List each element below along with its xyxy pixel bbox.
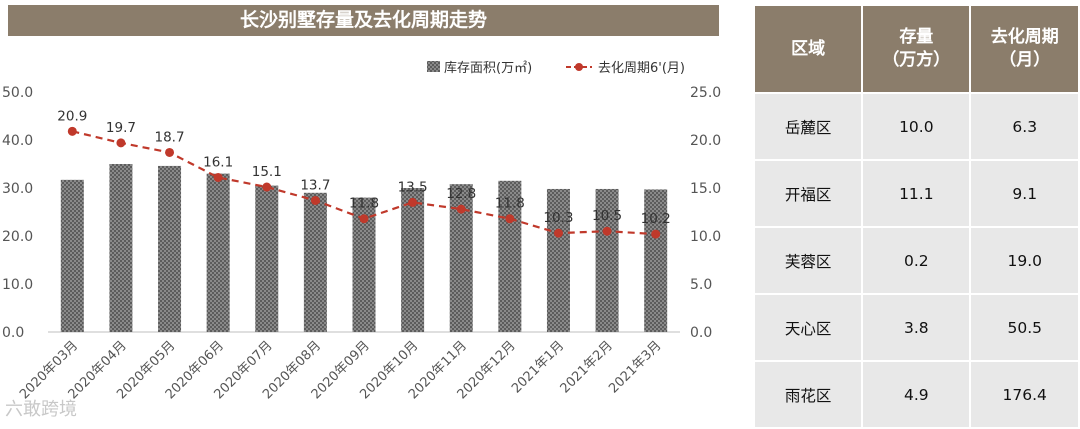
chart-area: 库存面积(万㎡) 去化周期6'(月) 0.0 10.0 20.0 30.0 40.0 50.…	[2, 60, 721, 402]
table-cell: 10.0	[862, 93, 972, 161]
table-header-cell: 区域	[755, 6, 864, 94]
y-left-tick-label: 0.0	[2, 325, 24, 341]
line-point	[408, 197, 418, 207]
table-cell: 3.8	[862, 294, 972, 362]
y-right-tick-label: 5.0	[690, 277, 712, 293]
line-point	[262, 182, 272, 192]
y-right-tick-label: 0.0	[690, 325, 712, 341]
y-right-tick-label: 20.0	[690, 133, 721, 149]
legend: 库存面积(万㎡) 去化周期6'(月)	[427, 60, 685, 76]
bar	[595, 188, 619, 332]
y-right-tick-label: 10.0	[690, 229, 721, 245]
line-series: 20.9 19.7 18.7 16.1 15.1 13.7 11.8 13.5 12.8 11.8…	[57, 108, 671, 239]
data-label: 18.7	[155, 129, 185, 145]
line-point	[359, 214, 369, 224]
y-left-tick-label: 30.0	[2, 181, 33, 197]
bar	[109, 164, 133, 332]
line-point	[602, 226, 612, 236]
x-tick-label: 2021年3月	[606, 338, 664, 396]
bar	[60, 179, 84, 332]
y-left-tick-label: 20.0	[2, 229, 33, 245]
table-cell: 11.1	[862, 160, 972, 228]
data-label: 11.8	[349, 196, 379, 212]
data-label: 19.7	[106, 120, 136, 136]
table-cell: 4.9	[862, 361, 972, 429]
table-row: 雨花区 4.9 176.4	[755, 361, 1080, 429]
data-label: 10.5	[592, 208, 622, 224]
bar	[546, 188, 570, 332]
watermark-text: 六敢跨境	[5, 399, 77, 420]
table-header-cell: 存量 （万方）	[862, 6, 972, 94]
table-cell: 9.1	[970, 160, 1080, 228]
data-label: 12.8	[446, 186, 476, 202]
y-left-tick-label: 10.0	[2, 277, 33, 293]
table-cell: 176.4	[970, 361, 1080, 429]
data-label: 10.2	[641, 211, 671, 227]
table-row: 芙蓉区 0.2 19.0	[755, 227, 1080, 295]
legend-line-label: 去化周期6'(月)	[598, 61, 685, 76]
line-point	[505, 214, 515, 224]
table-row: 开福区 11.1 9.1	[755, 160, 1080, 228]
line-point	[165, 147, 175, 157]
legend-bar-swatch	[427, 61, 440, 72]
line-point	[651, 229, 661, 239]
chart-title: 长沙别墅存量及去化周期走势	[8, 5, 719, 36]
legend-line-marker	[575, 63, 583, 71]
table-cell: 19.0	[970, 227, 1080, 295]
line-point	[553, 228, 563, 238]
bar	[255, 185, 279, 332]
table-cell: 6.3	[970, 93, 1080, 161]
bar	[644, 189, 668, 332]
region-table: 区域 存量 （万方） 去化周期 （月） 岳麓区 10.0 6.3 开福区 11.1 9.1 芙蓉区 0…	[755, 6, 1080, 429]
data-label: 20.9	[57, 108, 87, 124]
line-point	[67, 126, 77, 136]
bar	[206, 173, 230, 332]
data-label: 15.1	[252, 164, 282, 180]
table-cell: 0.2	[862, 227, 972, 295]
y-left-tick-label: 40.0	[2, 133, 33, 149]
y-right-tick-label: 25.0	[690, 85, 721, 101]
y-right-tick-label: 15.0	[690, 181, 721, 197]
table-cell: 天心区	[755, 294, 864, 362]
table-cell: 雨花区	[755, 361, 864, 429]
data-label: 13.5	[398, 179, 428, 195]
data-label: 11.8	[495, 196, 525, 212]
data-label: 13.7	[300, 177, 330, 193]
bar-series	[60, 164, 668, 332]
bar	[449, 184, 473, 332]
line-point	[310, 195, 320, 205]
line-point	[213, 172, 223, 182]
table-row: 岳麓区 10.0 6.3	[755, 93, 1080, 161]
legend-bar-label: 库存面积(万㎡)	[444, 60, 532, 76]
bar	[352, 197, 376, 332]
table-cell: 开福区	[755, 160, 864, 228]
bar	[401, 188, 425, 332]
bar	[303, 192, 327, 332]
y-left-tick-label: 50.0	[2, 85, 33, 101]
bar	[158, 165, 182, 332]
table-row: 天心区 3.8 50.5	[755, 294, 1080, 362]
table-cell: 岳麓区	[755, 93, 864, 161]
data-label: 16.1	[203, 154, 233, 170]
line-point	[116, 138, 126, 148]
data-label: 10.3	[543, 210, 573, 226]
table-header-cell: 去化周期 （月）	[970, 6, 1080, 94]
line-point	[456, 204, 466, 214]
table-cell: 芙蓉区	[755, 227, 864, 295]
table-cell: 50.5	[970, 294, 1080, 362]
